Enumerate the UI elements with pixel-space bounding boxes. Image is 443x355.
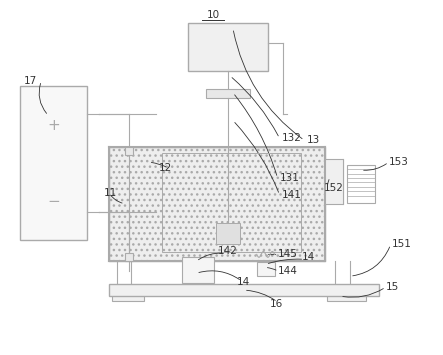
Bar — [109, 284, 379, 296]
Bar — [109, 147, 325, 261]
Bar — [257, 262, 275, 276]
Text: 153: 153 — [389, 157, 408, 167]
Text: 15: 15 — [386, 282, 399, 292]
Bar — [325, 159, 343, 204]
Text: 11: 11 — [104, 188, 117, 198]
Text: 141: 141 — [282, 190, 301, 200]
Bar — [125, 253, 133, 261]
Text: 12: 12 — [159, 163, 172, 173]
Bar — [112, 291, 144, 301]
Text: −: − — [47, 194, 60, 209]
Bar — [19, 86, 87, 240]
Bar — [125, 147, 133, 155]
Bar — [188, 23, 268, 71]
Bar — [216, 223, 240, 245]
Text: 14: 14 — [237, 277, 250, 287]
Text: 16: 16 — [270, 299, 283, 309]
Bar — [163, 153, 301, 252]
Bar — [327, 291, 366, 301]
Text: 13: 13 — [306, 135, 319, 145]
Text: +: + — [47, 118, 60, 133]
Bar — [206, 89, 250, 98]
Text: 145: 145 — [278, 250, 297, 260]
Text: 152: 152 — [324, 183, 344, 193]
Text: 132: 132 — [282, 133, 301, 143]
Text: 151: 151 — [392, 240, 412, 250]
Bar — [347, 165, 375, 203]
Text: 17: 17 — [23, 76, 37, 86]
Text: 144: 144 — [278, 266, 297, 276]
Text: 14: 14 — [301, 252, 315, 262]
Bar — [183, 257, 214, 283]
Text: 131: 131 — [280, 173, 299, 183]
Text: 10: 10 — [206, 10, 220, 20]
Text: 142: 142 — [218, 246, 238, 256]
